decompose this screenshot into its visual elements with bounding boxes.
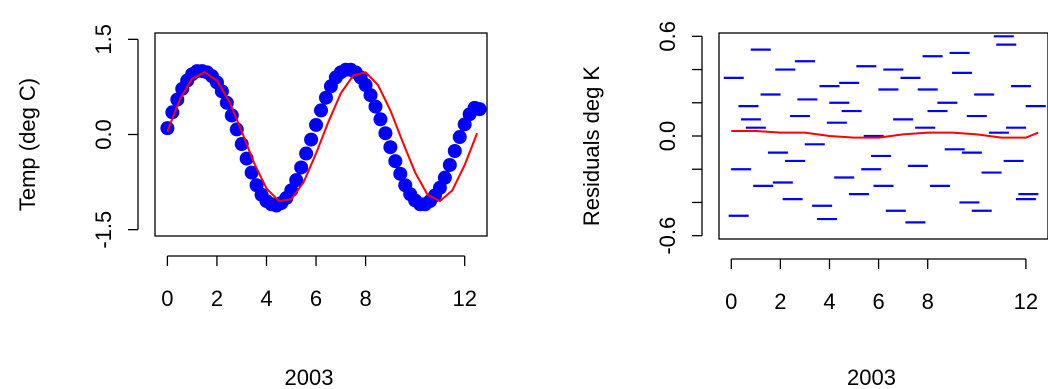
data-point (388, 154, 402, 168)
data-point (378, 126, 392, 140)
x-axis-label: 2003 (285, 365, 334, 389)
y-axis-label: Temp (deg C) (15, 78, 40, 211)
data-point (304, 133, 318, 147)
data-point (443, 158, 457, 172)
x-tick-label: 4 (823, 289, 835, 314)
y-tick-label: -0.6 (655, 217, 680, 255)
y-axis-label: Residuals deg K (579, 66, 604, 227)
x-tick-label: 0 (725, 289, 737, 314)
fit-line (167, 72, 477, 201)
data-point (299, 147, 313, 161)
data-point (448, 144, 462, 158)
x-tick-label: 6 (872, 289, 884, 314)
data-point (473, 102, 487, 116)
x-tick-label: 12 (452, 286, 476, 311)
y-tick-label: 0.0 (655, 121, 680, 152)
data-point (314, 103, 328, 117)
x-tick-label: 0 (161, 286, 173, 311)
y-tick-label: 0.0 (91, 119, 116, 150)
plot-frame (155, 33, 487, 236)
data-point (438, 171, 452, 185)
right-plot: 0 2 4 6 8 12 -0.6 0.0 0.6 2003 Residuals deg K (579, 21, 1048, 389)
left-plot: 0 2 4 6 8 12 -1.5 0.0 1.5 2003 Temp (deg C) (15, 24, 487, 389)
data-point (383, 140, 397, 154)
x-tick-label: 12 (1014, 289, 1038, 314)
y-tick-label: 1.5 (91, 24, 116, 55)
data-point (373, 112, 387, 126)
x-tick-label: 2 (211, 286, 223, 311)
data-point (453, 130, 467, 144)
x-tick-label: 6 (310, 286, 322, 311)
x-tick-label: 2 (774, 289, 786, 314)
y-tick-label: -1.5 (91, 211, 116, 249)
x-tick-label: 4 (260, 286, 272, 311)
x-axis-label: 2003 (847, 365, 896, 389)
data-point (369, 100, 383, 114)
data-point (294, 160, 308, 174)
data-point (160, 121, 174, 135)
x-tick-label: 8 (359, 286, 371, 311)
data-point (309, 118, 323, 132)
x-tick-label: 8 (922, 289, 934, 314)
y-tick-label: 0.6 (655, 21, 680, 52)
